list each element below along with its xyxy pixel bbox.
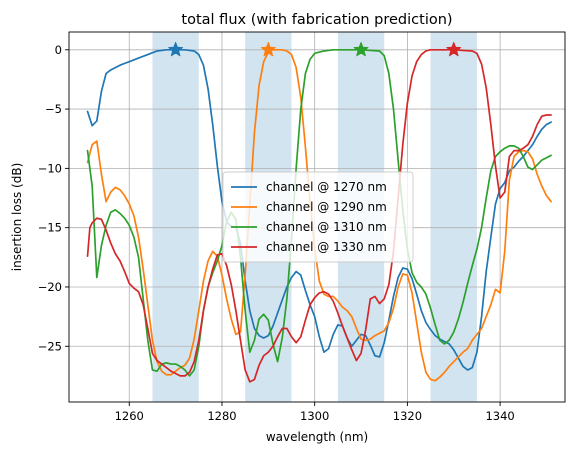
legend-label: channel @ 1270 nm xyxy=(266,180,387,194)
y-tick-label: −15 xyxy=(38,221,62,235)
y-axis-label: insertion loss (dB) xyxy=(10,163,24,272)
x-tick-label: 1320 xyxy=(393,409,422,423)
legend: channel @ 1270 nm channel @ 1290 nm channe… xyxy=(222,171,414,263)
legend-label: channel @ 1290 nm xyxy=(266,200,387,214)
y-tick-label: −10 xyxy=(38,161,62,175)
series-layer xyxy=(86,41,552,383)
legend-label: channel @ 1330 nm xyxy=(266,240,387,254)
star-marker-1 xyxy=(168,41,184,57)
x-tick-label: 1280 xyxy=(207,409,236,423)
plot-frame xyxy=(68,31,566,403)
legend-box xyxy=(222,171,414,263)
passband-1 xyxy=(152,32,199,402)
axis-ticks: 1260 1280 1300 1320 1340 0 −5 −10 −15 −20 −25 xyxy=(38,43,515,423)
star-marker-2 xyxy=(260,41,276,57)
series-line-2 xyxy=(86,48,552,382)
y-tick-label: −20 xyxy=(38,280,62,294)
y-tick-label: −5 xyxy=(45,102,62,116)
y-tick-label: −25 xyxy=(38,339,62,353)
x-tick-label: 1340 xyxy=(485,409,514,423)
series-line-3 xyxy=(86,48,552,377)
star-marker-3 xyxy=(353,41,369,57)
chart-title: total flux (with fabrication prediction) xyxy=(181,12,452,28)
legend-label: channel @ 1310 nm xyxy=(266,220,387,234)
x-tick-label: 1260 xyxy=(115,409,144,423)
y-tick-label: 0 xyxy=(55,43,62,57)
series-line-4 xyxy=(86,48,552,383)
star-marker-4 xyxy=(446,41,462,57)
series-line-1 xyxy=(86,48,552,371)
x-tick-label: 1300 xyxy=(300,409,329,423)
grid-lines xyxy=(69,32,565,402)
x-axis-label: wavelength (nm) xyxy=(266,430,368,444)
passband-4 xyxy=(430,32,477,402)
